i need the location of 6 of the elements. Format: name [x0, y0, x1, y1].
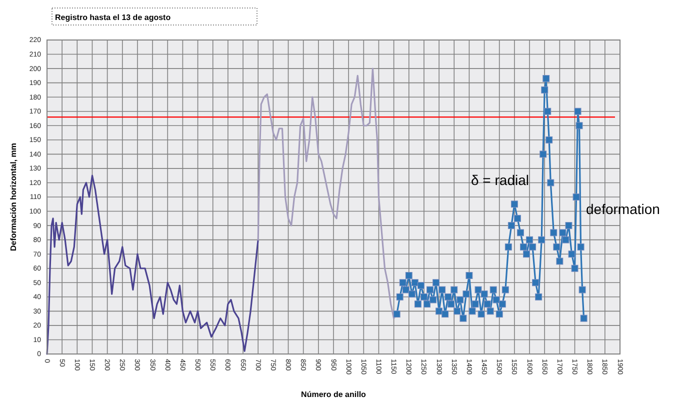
chart-title: Registro hasta el 13 de agosto	[55, 13, 171, 22]
annotation: deformation	[586, 201, 660, 217]
line-series	[46, 174, 259, 355]
annotation: δ = radial	[471, 172, 529, 188]
y-axis-title: Deformación horizontal, mm	[9, 142, 18, 252]
x-axis-title: Número de anillo	[301, 390, 366, 399]
